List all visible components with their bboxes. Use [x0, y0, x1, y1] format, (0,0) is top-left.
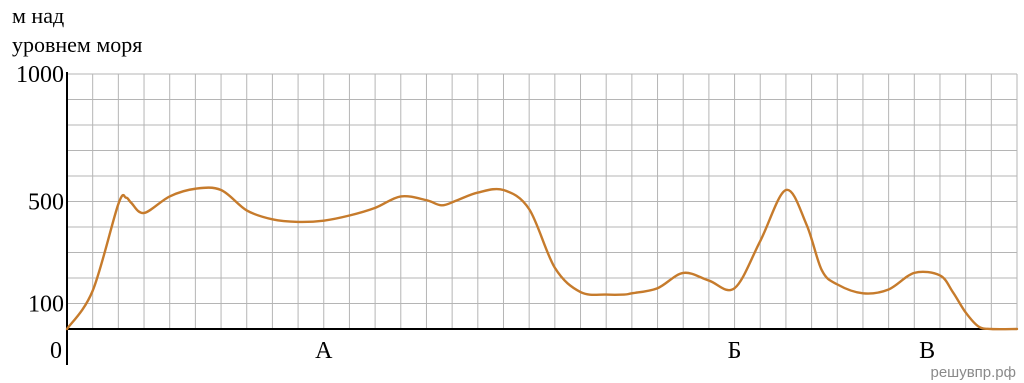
location-labels: А Б В [315, 338, 935, 364]
series-layer [65, 186, 1019, 331]
y-tick-label: 500 [28, 190, 64, 216]
y-tick-label: 1000 [16, 62, 64, 88]
y-tick-label: 100 [28, 292, 64, 318]
y-ticks: 0 100 500 1000 [16, 62, 64, 364]
y-tick-label: 0 [50, 338, 62, 364]
grid [66, 73, 1018, 330]
y-axis-label-line-2: уровнем моря [12, 32, 142, 57]
axes [66, 72, 1017, 365]
watermark: решувпр.рф [930, 364, 1016, 381]
y-axis-label-line-1: м над [12, 3, 64, 28]
location-label: В [919, 338, 935, 364]
elevation-profile-line [65, 186, 1019, 331]
location-label: А [315, 338, 333, 364]
location-label: Б [728, 338, 742, 364]
